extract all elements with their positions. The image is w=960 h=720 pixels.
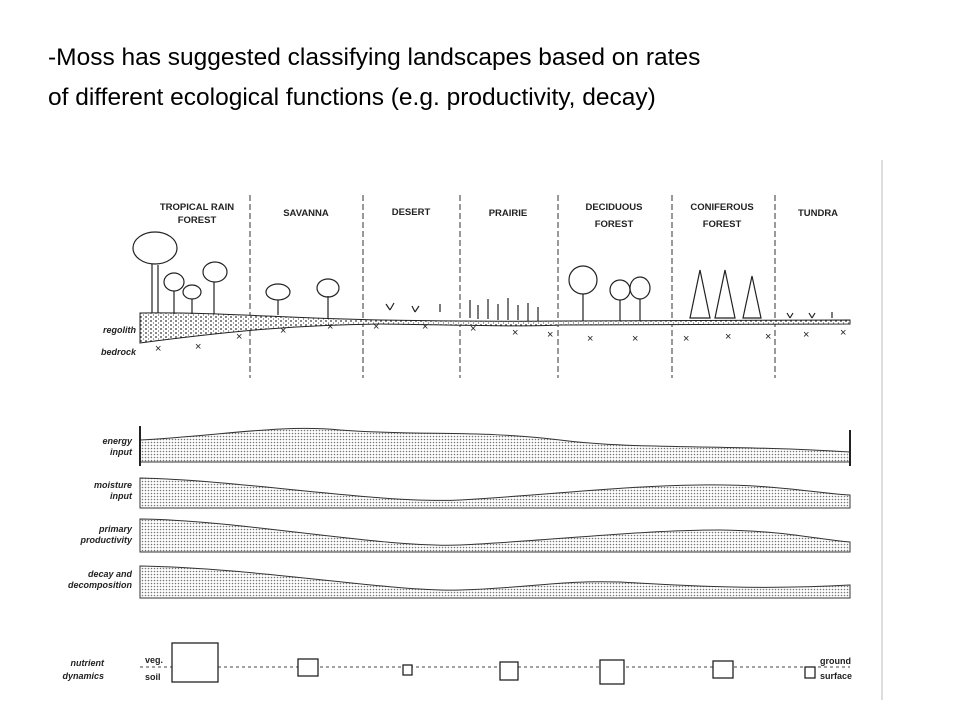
svg-text:×: ×: [803, 329, 809, 341]
biome-labels: TROPICAL RAIN FOREST SAVANNA DESERT PRAI…: [160, 202, 838, 230]
profile-label: energy: [102, 436, 133, 446]
biome-label: DECIDUOUS: [585, 202, 642, 213]
biome-label: FOREST: [178, 215, 217, 226]
svg-text:×: ×: [725, 331, 731, 343]
svg-text:×: ×: [547, 329, 553, 341]
profile-label: input: [110, 491, 133, 501]
regolith-band: [139, 312, 851, 344]
svg-text:×: ×: [422, 321, 428, 333]
profile-label: decay and: [88, 569, 133, 579]
biome-label: TROPICAL RAIN: [160, 202, 234, 213]
biome-label: FOREST: [703, 219, 742, 230]
svg-text:×: ×: [280, 325, 286, 337]
profile-label: moisture: [94, 480, 132, 490]
biome-label: CONIFEROUS: [690, 202, 753, 213]
bedrock-marks: × × × × × × × × × × × × × × × × ×: [155, 321, 846, 355]
ground-label: ground: [820, 656, 851, 666]
vegetation: [132, 231, 833, 321]
nutrient-row: [140, 642, 850, 685]
svg-text:×: ×: [632, 333, 638, 345]
svg-text:×: ×: [683, 333, 689, 345]
svg-text:×: ×: [195, 341, 201, 353]
svg-text:×: ×: [327, 321, 333, 333]
biome-label: SAVANNA: [283, 208, 329, 219]
soil-label: soil: [145, 672, 161, 682]
svg-text:×: ×: [470, 323, 476, 335]
biome-label: FOREST: [595, 219, 634, 230]
svg-text:×: ×: [765, 331, 771, 343]
profiles: [139, 426, 851, 599]
svg-text:×: ×: [236, 331, 242, 343]
biome-label: TUNDRA: [798, 208, 838, 219]
svg-text:×: ×: [512, 327, 518, 339]
dividers: [249, 195, 776, 378]
svg-text:×: ×: [155, 343, 161, 355]
nutrient-label: dynamics: [62, 671, 104, 681]
nutrient-label: nutrient: [71, 658, 105, 668]
biome-label: DESERT: [392, 207, 431, 218]
profile-label: decomposition: [68, 580, 133, 590]
layer-label: regolith: [103, 325, 137, 335]
profile-label: primary: [98, 524, 133, 534]
svg-text:×: ×: [587, 333, 593, 345]
svg-text:×: ×: [373, 321, 379, 333]
veg-label: veg.: [145, 655, 163, 665]
profile-label: input: [110, 447, 133, 457]
profile-label: productivity: [79, 535, 132, 545]
layer-label: bedrock: [101, 347, 137, 357]
heading-line: of different ecological functions (e.g. …: [48, 84, 656, 111]
svg-text:×: ×: [840, 327, 846, 339]
surface-label: surface: [820, 671, 852, 681]
biome-label: PRAIRIE: [489, 208, 528, 219]
heading-line: -Moss has suggested classifying landscap…: [48, 44, 701, 71]
